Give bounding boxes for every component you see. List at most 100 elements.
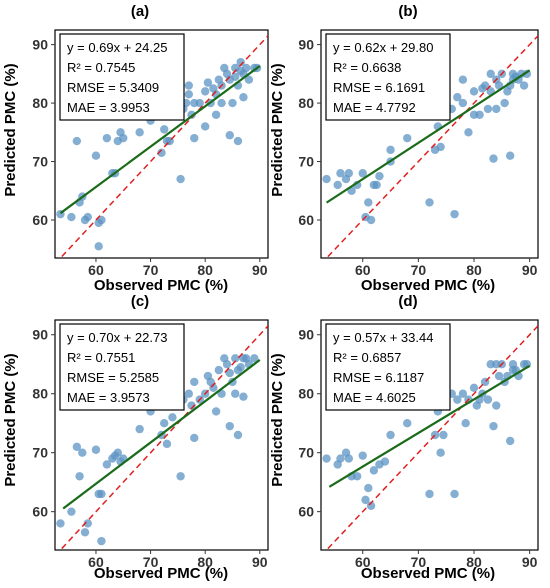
data-point	[480, 81, 490, 90]
stats-line: MAE = 4.6025	[333, 390, 416, 405]
stats-line: R² = 0.7545	[67, 60, 135, 75]
data-point	[250, 354, 259, 363]
y-tick-label: 70	[32, 154, 48, 170]
data-point	[190, 377, 199, 387]
stats-line: RMSE = 5.3409	[67, 80, 159, 95]
data-point	[458, 75, 468, 84]
data-point	[364, 198, 373, 207]
x-tick-label: 80	[466, 554, 482, 570]
data-point	[214, 365, 224, 375]
data-point	[67, 212, 76, 222]
y-axis-label: Predicted PMC (%)	[2, 63, 19, 196]
data-point	[190, 133, 199, 143]
data-point	[239, 392, 248, 401]
data-point	[486, 69, 495, 79]
data-point	[83, 519, 92, 528]
data-point	[83, 212, 92, 222]
panel-title: (d)	[398, 293, 417, 310]
data-point	[322, 454, 331, 463]
data-point	[102, 133, 112, 143]
stats-line: RMSE = 6.1691	[333, 80, 425, 95]
stats-line: y = 0.70x + 22.73	[67, 330, 167, 345]
data-point	[94, 242, 103, 251]
data-point	[364, 483, 373, 493]
x-axis-label: Observed PMC (%)	[361, 565, 495, 582]
plot-frame	[320, 319, 539, 551]
data-point	[469, 383, 479, 393]
data-point	[450, 209, 459, 219]
data-point	[489, 154, 498, 163]
y-tick-label: 90	[32, 327, 48, 343]
data-point	[483, 104, 493, 114]
data-point	[225, 421, 234, 431]
data-point	[203, 78, 213, 87]
data-point	[236, 57, 245, 67]
x-axis-label: Observed PMC (%)	[94, 565, 228, 582]
data-point	[244, 75, 254, 84]
data-point	[231, 389, 240, 398]
data-point	[336, 169, 345, 178]
x-tick-label: 70	[411, 554, 427, 570]
stats-line: RMSE = 5.2585	[67, 370, 159, 385]
data-point	[176, 472, 185, 481]
panel-title: (b)	[398, 3, 417, 20]
data-point	[91, 445, 101, 454]
stats-line: R² = 0.6638	[333, 60, 401, 75]
data-point	[500, 98, 509, 108]
stats-line: y = 0.57x + 33.44	[333, 330, 433, 345]
data-point	[453, 395, 462, 404]
data-point	[225, 131, 234, 140]
panel-b: (b) 60 70 80 90 60 70 80 90 Observed PMC (%) Predi…	[269, 3, 539, 294]
data-point	[233, 136, 243, 146]
x-tick-label: 80	[466, 262, 482, 278]
x-tick-label: 90	[252, 554, 268, 570]
plot-frame	[54, 319, 269, 551]
data-point	[200, 87, 210, 96]
data-point	[380, 457, 390, 466]
data-point	[425, 198, 434, 207]
panel-title: (c)	[131, 293, 149, 310]
data-point	[211, 110, 221, 119]
plot-frame	[320, 29, 539, 259]
stats-line: MAE = 4.7792	[333, 100, 416, 115]
data-point	[236, 362, 245, 372]
data-point	[160, 125, 169, 134]
data-point	[333, 180, 342, 190]
data-point	[56, 519, 65, 528]
data-point	[403, 419, 412, 428]
data-point	[135, 424, 144, 434]
identity-line	[59, 325, 268, 550]
stats-line: MAE = 3.9573	[67, 390, 150, 405]
panel-c: (c) 60 70 80 90 60 70 80 90 Observed PMC (%) Predi…	[2, 293, 269, 582]
data-point	[358, 169, 367, 178]
data-point	[72, 442, 82, 451]
panel-a: (a) 60 70 80 90 60 70 80 90 Observed PMC (%) Predi…	[2, 3, 269, 294]
y-tick-label: 60	[298, 212, 314, 228]
stats-line: R² = 0.7551	[67, 350, 135, 365]
data-point	[375, 171, 384, 181]
y-tick-label: 70	[298, 154, 314, 170]
data-point	[453, 93, 462, 102]
y-tick-label: 90	[32, 37, 48, 53]
y-tick-label: 70	[32, 445, 48, 461]
panel-title: (a)	[131, 3, 149, 20]
data-point	[97, 489, 106, 499]
x-tick-label: 70	[411, 262, 427, 278]
data-point	[344, 454, 354, 463]
data-point	[386, 145, 395, 155]
data-point	[505, 151, 515, 160]
stats-line: MAE = 3.9953	[67, 100, 150, 115]
data-point	[483, 395, 493, 404]
plot-area	[322, 325, 538, 550]
data-point	[489, 421, 498, 431]
data-point	[135, 128, 144, 137]
stats-box	[59, 33, 185, 121]
data-point	[358, 451, 367, 460]
data-point	[322, 174, 331, 184]
y-axis-label: Predicted PMC (%)	[269, 63, 286, 196]
data-point	[369, 466, 379, 475]
panel-d: (d) 60 70 80 90 60 70 80 90 Observed PMC (%) Predi…	[269, 293, 539, 582]
plot-area	[322, 35, 538, 258]
y-axis-label: Predicted PMC (%)	[2, 353, 19, 486]
